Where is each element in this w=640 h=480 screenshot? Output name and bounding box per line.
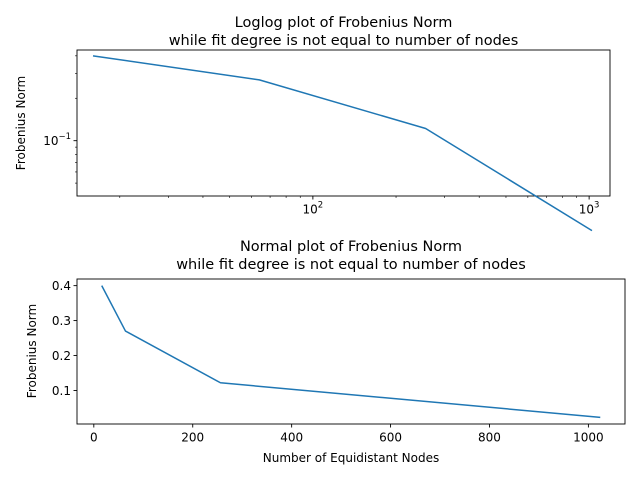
loglog-x-tick-exponent: 2 — [318, 201, 323, 211]
loglog-x-tick-label: 103 — [579, 201, 600, 217]
loglog-x-tick-base: 10 — [579, 203, 594, 217]
loglog-x-tick-base: 10 — [303, 203, 318, 217]
normal-y-axis-label: Frobenius Norm — [25, 304, 39, 398]
loglog-y-axis-label: Frobenius Norm — [14, 76, 28, 170]
normal-y-tick-label: 0.4 — [52, 279, 71, 293]
normal-x-tick-label: 0 — [90, 431, 98, 445]
normal-series — [101, 285, 601, 419]
normal-y-tick-label: 0.1 — [52, 384, 71, 398]
loglog-y-tick-base: 10 — [43, 134, 58, 148]
loglog-series-line — [92, 55, 593, 232]
normal-x-tick-label: 800 — [478, 431, 501, 445]
normal-x-tick-label: 400 — [280, 431, 303, 445]
normal-chart: Normal plot of Frobenius Norm while fit … — [25, 239, 626, 465]
normal-title-line-1: Normal plot of Frobenius Norm — [240, 239, 462, 255]
normal-y-tick-label: 0.2 — [52, 349, 71, 363]
loglog-title-line-1: Loglog plot of Frobenius Norm — [235, 15, 453, 31]
normal-x-ticks: 0 200 400 600 800 1000 — [90, 424, 604, 445]
loglog-x-tick-label: 102 — [303, 201, 324, 217]
normal-x-axis-label: Number of Equidistant Nodes — [263, 451, 440, 465]
normal-x-tick-label: 600 — [379, 431, 402, 445]
loglog-title-line-2: while fit degree is not equal to number … — [169, 33, 519, 49]
normal-title-line-2: while fit degree is not equal to number … — [176, 257, 526, 273]
loglog-y-ticks: 10−1 — [43, 55, 77, 184]
loglog-series — [92, 55, 593, 232]
normal-x-tick-label: 1000 — [573, 431, 604, 445]
loglog-x-tick-exponent: 3 — [594, 201, 599, 211]
normal-y-tick-label: 0.3 — [52, 314, 71, 328]
normal-x-tick-label: 200 — [181, 431, 204, 445]
loglog-axes-frame — [76, 49, 611, 197]
normal-y-ticks: 0.1 0.2 0.3 0.4 — [52, 279, 77, 398]
loglog-y-tick-label: 10−1 — [43, 132, 71, 148]
normal-series-line — [101, 285, 601, 419]
loglog-y-tick-exponent: −1 — [58, 132, 71, 142]
loglog-chart: Loglog plot of Frobenius Norm while fit … — [14, 15, 611, 232]
loglog-x-ticks: 102 103 — [119, 196, 600, 217]
normal-axes-frame — [76, 278, 626, 425]
